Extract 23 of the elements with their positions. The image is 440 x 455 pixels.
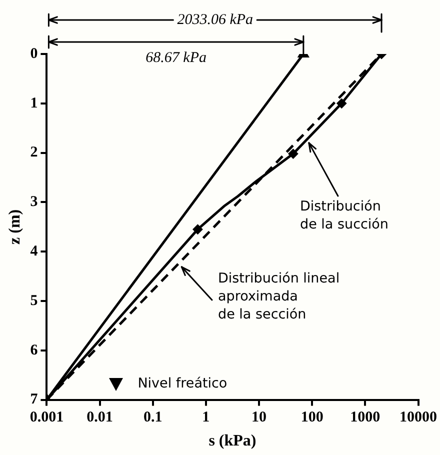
x-tick-label: 1000 <box>350 410 380 426</box>
annotation: Distribución lineal aproximada de la sección <box>218 270 340 322</box>
x-axis-title: s (kPa) <box>208 432 256 450</box>
y-tick-label: 7 <box>30 392 38 408</box>
text: 2033.06 kPa <box>177 12 254 28</box>
annotation: Distribución de la succión <box>300 198 388 232</box>
annotation: 68.67 kPa <box>146 50 206 66</box>
y-tick-label: 0 <box>30 46 38 62</box>
y-tick-label: 6 <box>30 342 38 358</box>
y-tick-label: 4 <box>30 243 38 260</box>
x-tick-label: 10000 <box>400 410 437 426</box>
y-tick-label: 3 <box>30 194 38 210</box>
y-axis-title: z (m) <box>6 209 24 244</box>
x-tick-label: 0.1 <box>143 410 162 426</box>
x-tick-label: 1 <box>202 410 210 426</box>
y-tick-label: 2 <box>30 144 38 161</box>
x-tick-label: 10 <box>252 410 267 426</box>
x-tick-label: 0.001 <box>30 410 64 426</box>
x-tick-label: 0.01 <box>86 410 113 426</box>
annotation: Nivel freático <box>138 375 228 392</box>
x-tick-label: 100 <box>300 410 324 426</box>
y-tick-label: 1 <box>30 95 38 112</box>
y-tick-label: 5 <box>30 292 38 309</box>
